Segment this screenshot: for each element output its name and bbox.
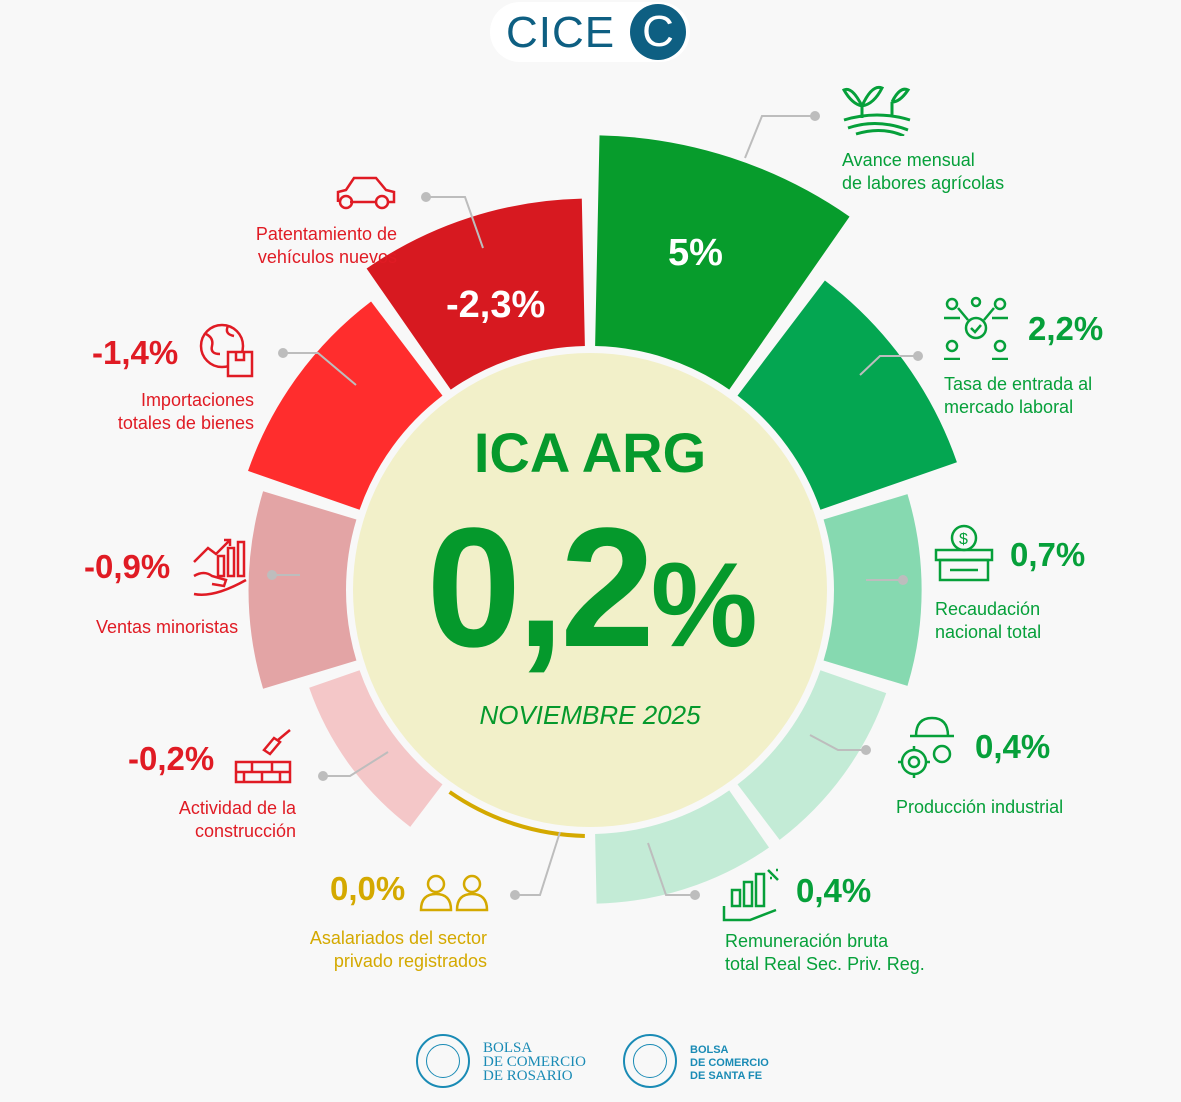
leader-line-9	[426, 196, 484, 249]
segment-9	[366, 198, 585, 390]
money-box-icon: $	[934, 524, 994, 582]
segment-2	[823, 494, 922, 686]
label-construccion-line1: Actividad de la	[178, 798, 296, 818]
leader-line-6	[323, 751, 389, 777]
segment-7	[248, 491, 357, 689]
leader-dot-9	[421, 192, 431, 202]
value-remuneracion: 0,4%	[796, 872, 872, 909]
santafe-line1: BOLSA	[690, 1044, 729, 1056]
value-recaudacion: 0,7%	[1010, 536, 1086, 573]
label-recaudacion-line1: Recaudación	[935, 599, 1041, 619]
bolsa-santafe-logo: BOLSA DE COMERCIO DE SANTA FE	[690, 1044, 769, 1083]
label-importaciones-line2: totales de bienes	[117, 413, 254, 433]
leader-dot-1	[913, 351, 923, 361]
label-agro-line1: Avance mensual	[842, 150, 975, 170]
bolsa-rosario-seal	[416, 1034, 470, 1088]
globe-package-icon	[199, 323, 254, 378]
label-patentamiento-line1: Patentamiento de	[255, 224, 397, 244]
label-laboral-line2: mercado laboral	[944, 397, 1074, 417]
leader-line-0	[744, 115, 815, 159]
segment-3	[737, 670, 887, 840]
value-importaciones: -1,4%	[92, 334, 179, 371]
leader-line-5	[515, 831, 561, 896]
value-industria: 0,4%	[975, 728, 1051, 765]
leader-line-4	[647, 842, 695, 896]
leader-line-3	[809, 734, 866, 751]
period: NOVIEMBRE 2025	[479, 700, 701, 730]
index-unit: %	[650, 538, 758, 672]
rosario-line2: DE COMERCIO	[483, 1054, 586, 1070]
label-remuneracion-line1: Remuneración bruta	[725, 931, 889, 951]
leader-dot-5	[510, 890, 520, 900]
leader-dot-8	[278, 348, 288, 358]
value-construccion: -0,2%	[128, 740, 215, 777]
cicec-logo: CICE C	[490, 2, 690, 62]
segment-8	[248, 301, 443, 510]
bolsa-rosario-logo: BOLSA DE COMERCIO DE ROSARIO	[483, 1040, 586, 1084]
svg-text:$: $	[959, 531, 968, 548]
label-construccion-line2: construcción	[194, 821, 296, 841]
segment-6	[309, 670, 443, 827]
segment-0	[595, 135, 850, 390]
label-importaciones-line1: Importaciones	[140, 390, 254, 410]
employees-icon	[419, 874, 489, 912]
rosario-line1: BOLSA	[483, 1040, 533, 1056]
leader-dot-7	[267, 570, 277, 580]
value-asalariados: 0,0%	[330, 870, 406, 907]
network-people-icon	[944, 296, 1008, 360]
logo-mark: C	[630, 4, 686, 60]
salary-chart-hand-icon	[722, 868, 779, 922]
value-ventas: -0,9%	[84, 548, 171, 585]
segment-4	[595, 790, 770, 904]
retail-sales-icon	[193, 538, 247, 596]
index-title: ICA ARG	[473, 421, 707, 484]
segment-1	[737, 280, 957, 510]
leader-line-8	[283, 352, 357, 386]
industry-gears-icon	[898, 716, 954, 778]
leader-dot-3	[861, 745, 871, 755]
leader-dot-2	[898, 575, 908, 585]
value-laboral: 2,2%	[1028, 310, 1104, 347]
rosario-line3: DE ROSARIO	[483, 1068, 573, 1084]
label-laboral-line1: Tasa de entrada al	[944, 374, 1093, 394]
label-ventas: Ventas minoristas	[96, 617, 239, 637]
segment-value-patentamiento: -2,3%	[446, 284, 546, 326]
leader-dot-4	[690, 890, 700, 900]
logo-text: CICE	[506, 8, 616, 57]
plant-field-icon	[842, 85, 911, 136]
center-circle	[353, 353, 827, 827]
bolsa-santafe-seal	[623, 1034, 677, 1088]
segment-5	[448, 790, 585, 838]
label-asalariados-line2: privado registrados	[333, 951, 487, 971]
index-value: 0,2%	[360, 490, 820, 686]
car-icon	[336, 176, 396, 210]
label-asalariados-line1: Asalariados del sector	[309, 928, 487, 948]
label-agro-line2: de labores agrícolas	[842, 173, 1005, 193]
label-recaudacion-line2: nacional total	[935, 622, 1042, 642]
label-industria: Producción industrial	[896, 797, 1064, 817]
leader-dot-6	[318, 771, 328, 781]
leader-line-1	[859, 355, 918, 376]
brick-trowel-icon	[234, 729, 292, 784]
label-patentamiento-line2: vehículos nuevos	[257, 247, 397, 267]
label-remuneracion-line2: total Real Sec. Priv. Reg.	[725, 954, 925, 974]
segment-value-agro: 5%	[668, 232, 723, 274]
index-number: 0,2	[426, 493, 654, 683]
santafe-line2: DE COMERCIO	[690, 1057, 769, 1069]
santafe-line3: DE SANTA FE	[690, 1070, 763, 1082]
leader-dot-0	[810, 111, 820, 121]
